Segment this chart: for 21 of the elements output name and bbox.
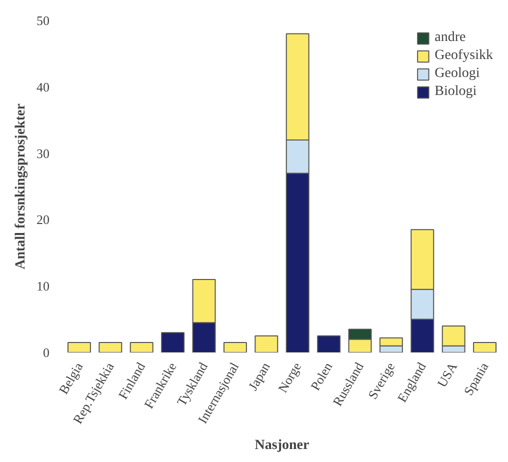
- y-tick-label: 40: [36, 79, 50, 94]
- y-tick-label: 50: [36, 13, 50, 28]
- bar: [254, 335, 278, 352]
- bar: [161, 332, 185, 352]
- bar: [223, 342, 247, 352]
- legend-label: Geofysikk: [434, 48, 493, 64]
- bar: [317, 335, 341, 352]
- bar: [98, 342, 122, 352]
- y-tick-label: 20: [36, 212, 50, 228]
- x-axis-title: Nasjoner: [254, 438, 310, 453]
- legend-label: andre: [434, 30, 466, 46]
- y-tick-label: 30: [36, 146, 50, 161]
- legend-label: Biologi: [434, 84, 477, 100]
- legend-label: Geologi: [434, 66, 480, 82]
- x-tick-label: USA: [434, 359, 460, 390]
- y-tick-label: 10: [36, 278, 50, 294]
- bar: [130, 342, 154, 352]
- y-axis-title: Antall forsnkingsprosjekter: [14, 104, 28, 270]
- bar: [67, 342, 91, 352]
- y-tick-label: 0: [43, 345, 50, 360]
- bar: [473, 342, 497, 352]
